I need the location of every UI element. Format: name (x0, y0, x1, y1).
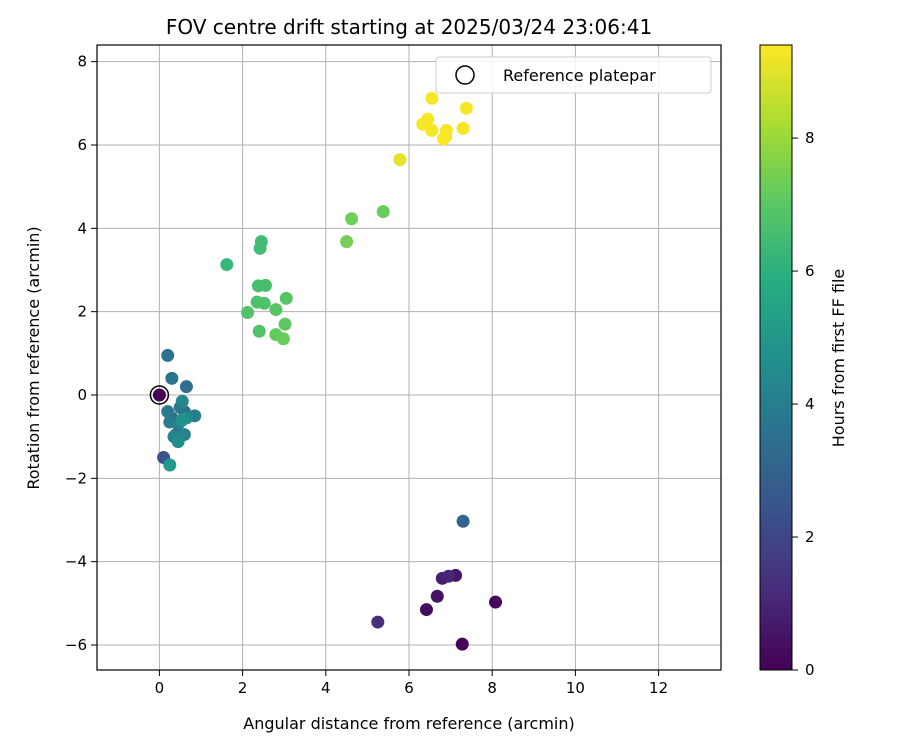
y-tick-label: 2 (77, 303, 87, 321)
colorbar-ticks: 0 2 4 6 8 (792, 129, 815, 679)
x-tick-label: 6 (404, 679, 414, 697)
scatter-point (393, 153, 407, 167)
scatter-point (258, 278, 272, 292)
scatter-point (437, 132, 451, 146)
scatter-points (152, 91, 503, 651)
scatter-point (425, 91, 439, 105)
legend: Reference platepar (435, 56, 712, 94)
colorbar-tick-label: 0 (805, 661, 815, 679)
scatter-point (455, 637, 469, 651)
scatter-point (425, 123, 439, 137)
scatter-point (430, 589, 444, 603)
y-tick-label: −6 (65, 636, 87, 654)
scatter-point (165, 371, 179, 385)
scatter-point (152, 388, 166, 402)
scatter-point (371, 615, 385, 629)
scatter-point (171, 435, 185, 449)
scatter-point (220, 258, 234, 272)
x-tick-label: 12 (649, 679, 668, 697)
scatter-point (278, 317, 292, 331)
legend-entry-reference-platepar: Reference platepar (503, 66, 656, 85)
colorbar-tick-label: 4 (805, 395, 815, 413)
x-axis-label: Angular distance from reference (arcmin) (243, 714, 574, 733)
y-tick-label: 6 (77, 136, 87, 154)
scatter-point (257, 296, 271, 310)
scatter-point (161, 405, 175, 419)
scatter-point (241, 306, 255, 319)
colorbar-label: Hours from first FF file (829, 269, 848, 448)
scatter-point (345, 212, 359, 226)
scatter-point (419, 603, 433, 617)
x-tick-label: 8 (487, 679, 497, 697)
grid-lines (97, 45, 721, 670)
scatter-point (456, 514, 470, 528)
y-tick-label: −2 (65, 469, 87, 487)
scatter-point (269, 303, 283, 317)
scatter-point (175, 413, 189, 427)
scatter-point (376, 205, 390, 219)
scatter-point (179, 380, 193, 394)
scatter-point (161, 348, 175, 362)
scatter-point (279, 291, 293, 305)
scatter-point (489, 595, 503, 609)
scatter-point (340, 235, 354, 249)
legend-reference-marker (455, 65, 475, 85)
scatter-point (416, 117, 430, 131)
y-tick-label: 4 (77, 219, 87, 237)
scatter-point (456, 121, 470, 135)
scatter-point (252, 324, 266, 338)
scatter-point (276, 332, 290, 346)
reference-marker-layer (149, 385, 170, 405)
axis-ticks: 0 2 4 6 8 10 12 −6 −4 −2 0 2 4 6 8 (65, 53, 668, 697)
scatter-point (459, 101, 473, 115)
x-tick-label: 4 (321, 679, 331, 697)
y-tick-label: −4 (65, 553, 87, 571)
x-tick-label: 10 (566, 679, 585, 697)
chart-title: FOV centre drift starting at 2025/03/24 … (166, 15, 652, 39)
colorbar-tick-label: 8 (805, 129, 815, 147)
legend-box (435, 56, 712, 94)
y-tick-label: 8 (77, 53, 87, 71)
colorbar-tick-label: 6 (805, 262, 815, 280)
y-tick-label: 0 (77, 386, 87, 404)
y-axis-label: Rotation from reference (arcmin) (24, 226, 43, 489)
scatter-point (163, 458, 177, 472)
scatter-point (442, 569, 456, 583)
scatter-point (175, 394, 189, 408)
reference-platepar-marker (149, 385, 170, 405)
colorbar-tick-label: 2 (805, 528, 815, 546)
x-tick-label: 0 (155, 679, 165, 697)
x-tick-label: 2 (238, 679, 248, 697)
scatter-point (253, 241, 267, 255)
colorbar (759, 44, 793, 671)
